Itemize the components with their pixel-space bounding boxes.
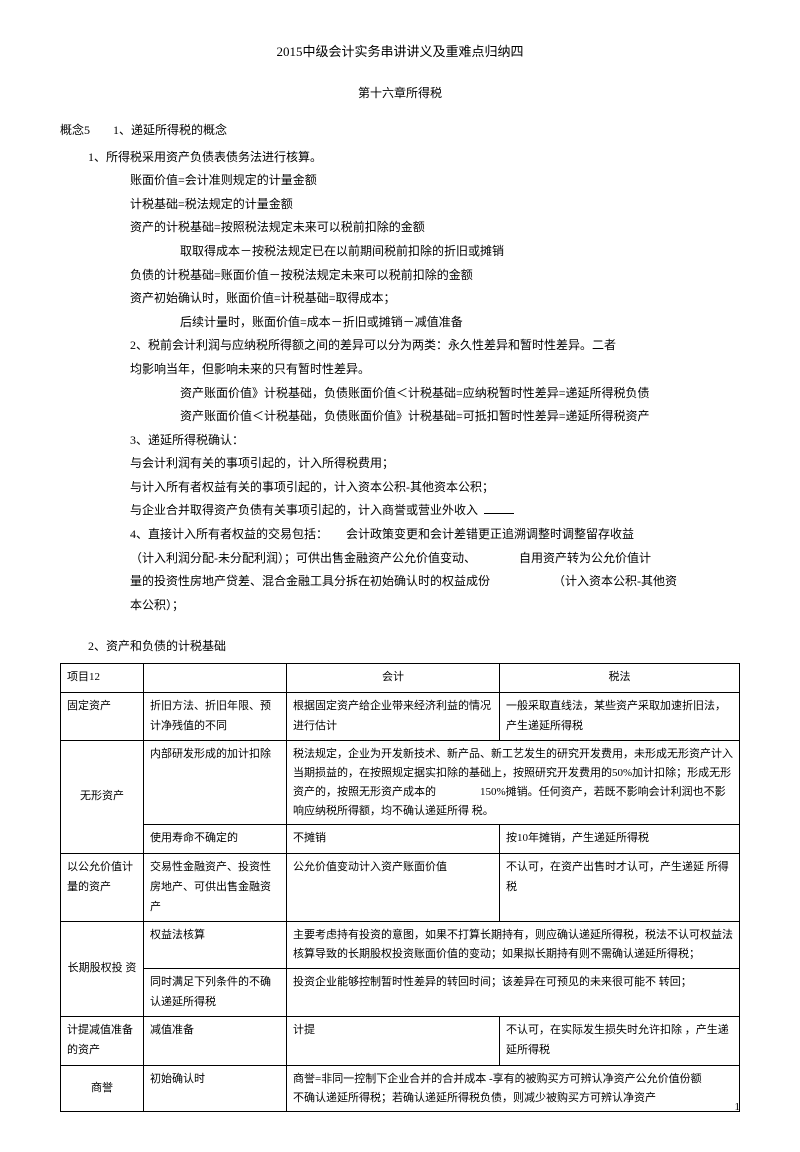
table-cell: 初始确认时 <box>144 1065 287 1111</box>
body-line: 与计入所有者权益有关的事项引起的，计入资本公积-其他资本公积； <box>60 477 740 499</box>
body-line: 资产初始确认时，账面价值=计税基础=取得成本； <box>60 288 740 310</box>
table-header: 会计 <box>287 664 500 693</box>
table-cell: 不认可，在实际发生损失时允许扣除 ，产生递延所得税 <box>500 1017 740 1066</box>
blank-underline <box>484 513 514 514</box>
page-number: 1 <box>735 1098 741 1118</box>
concept-label: 概念5 <box>60 123 90 137</box>
table-cell: 计提减值准备的资产 <box>61 1017 144 1066</box>
table-cell: 根据固定资产给企业带来经济利益的情况进行估计 <box>287 692 500 741</box>
table-cell: 一般采取直线法，某些资产采取加速折旧法，产生递延所得税 <box>500 692 740 741</box>
table-cell: 同时满足下列条件的不确认递延所得税 <box>144 968 287 1017</box>
body-line: 与企业合并取得资产负债有关事项引起的，计入商誉或营业外收入 <box>60 500 740 522</box>
body-line: 本公积）； <box>60 595 740 617</box>
table-cell: 以公允价值计量的资产 <box>61 853 144 921</box>
table-cell: 商誉=非同一控制下企业合并的合并成本 -享有的被购买方可辨认净资产公允价值份额 … <box>287 1065 740 1111</box>
body-line: 后续计量时，账面价值=成本－折旧或摊销－减值准备 <box>60 312 740 334</box>
table-cell: 税法规定，企业为开发新技术、新产品、新工艺发生的研究开发费用，未形成无形资产计入… <box>287 741 740 825</box>
table-cell: 使用寿命不确定的 <box>144 825 287 854</box>
table-cell: 公允价值变动计入资产账面价值 <box>287 853 500 921</box>
body-line: 账面价值=会计准则规定的计量金额 <box>60 170 740 192</box>
body-line: 资产账面价值＜计税基础，负债账面价值》计税基础=可抵扣暂时性差异=递延所得税资产 <box>60 406 740 428</box>
text: （计入资本公积-其他资 <box>553 574 677 588</box>
chapter-title: 第十六章所得税 <box>60 83 740 105</box>
text: 与企业合并取得资产负债有关事项引起的，计入商誉或营业外收入 <box>130 503 478 517</box>
table-header: 项目12 <box>61 664 144 693</box>
table-header: 税法 <box>500 664 740 693</box>
table-cell: 无形资产 <box>61 741 144 854</box>
text: 自用资产转为公允价值计 <box>519 551 651 565</box>
table-cell: 交易性金融资产、投资性房地产、可供出售金融资 产 <box>144 853 287 921</box>
table-cell: 计提 <box>287 1017 500 1066</box>
table-header <box>144 664 287 693</box>
body-line: 3、递延所得税确认： <box>60 430 740 452</box>
table-cell: 按10年摊销，产生递延所得税 <box>500 825 740 854</box>
body-line: 资产的计税基础=按照税法规定未来可以税前扣除的金额 <box>60 217 740 239</box>
body-line: 计税基础=税法规定的计量金额 <box>60 194 740 216</box>
body-line: （计入利润分配-未分配利润）；可供出售金融资产公允价值变动、 自用资产转为公允价… <box>60 548 740 570</box>
body-line: 4、直接计入所有者权益的交易包括： 会计政策变更和会计差错更正追溯调整时调整留存… <box>60 524 740 546</box>
table-cell: 减值准备 <box>144 1017 287 1066</box>
table-cell: 不认可，在资产出售时才认可，产生递延 所得税 <box>500 853 740 921</box>
table-cell: 商誉 <box>61 1065 144 1111</box>
table-cell: 内部研发形成的加计扣除 <box>144 741 287 825</box>
table-cell: 主要考虑持有投资的意图，如果不打算长期持有，则应确认递延所得税，税法不认可权益法… <box>287 922 740 968</box>
document-title: 2015中级会计实务串讲讲义及重难点归纳四 <box>60 40 740 63</box>
table-cell: 固定资产 <box>61 692 144 741</box>
body-line: 与会计利润有关的事项引起的，计入所得税费用； <box>60 453 740 475</box>
concept-heading: 1、递延所得税的概念 <box>113 123 227 137</box>
table-section-title: 2、资产和负债的计税基础 <box>60 636 740 658</box>
body-line: 负债的计税基础=账面价值－按税法规定未来可以税前扣除的金额 <box>60 265 740 287</box>
table-cell: 折旧方法、折旧年限、预计净残值的不同 <box>144 692 287 741</box>
table-cell: 权益法核算 <box>144 922 287 968</box>
table-cell: 投资企业能够控制暂时性差异的转回时间；该差异在可预见的未来很可能不 转回； <box>287 968 740 1017</box>
concept-line: 概念5 1、递延所得税的概念 <box>60 120 740 142</box>
body-line: 资产账面价值》计税基础，负债账面价值＜计税基础=应纳税暂时性差异=递延所得税负债 <box>60 383 740 405</box>
table-cell: 不摊销 <box>287 825 500 854</box>
body-line: 均影响当年，但影响未来的只有暂时性差异。 <box>60 359 740 381</box>
table-cell: 长期股权投 资 <box>61 922 144 1017</box>
body-line: 量的投资性房地产贷差、混合金融工具分拆在初始确认时的权益成份 （计入资本公积-其… <box>60 571 740 593</box>
body-line: 1、所得税采用资产负债表债务法进行核算。 <box>60 147 740 169</box>
tax-basis-table: 项目12 会计 税法 固定资产 折旧方法、折旧年限、预计净残值的不同 根据固定资… <box>60 663 740 1112</box>
text: （计入利润分配-未分配利润）；可供出售金融资产公允价值变动、 <box>130 551 476 565</box>
text: 量的投资性房地产贷差、混合金融工具分拆在初始确认时的权益成份 <box>130 574 490 588</box>
body-line: 取取得成本－按税法规定已在以前期间税前扣除的折旧或摊销 <box>60 241 740 263</box>
body-line: 2、税前会计利润与应纳税所得额之间的差异可以分为两类：永久性差异和暂时性差异。二… <box>60 335 740 357</box>
